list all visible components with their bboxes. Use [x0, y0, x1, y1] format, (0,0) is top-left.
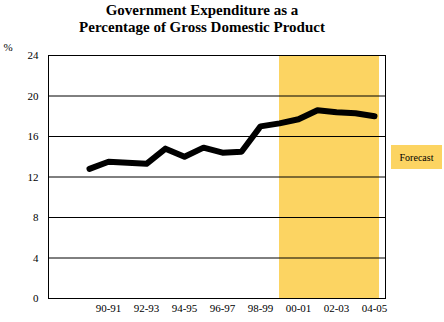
- svg-text:94-95: 94-95: [172, 302, 198, 314]
- html-text:Forecast: Forecast: [399, 151, 434, 163]
- svg-text:0: 0: [33, 292, 39, 304]
- svg-text:02-03: 02-03: [324, 302, 350, 314]
- svg-text:20: 20: [28, 90, 40, 102]
- svg-text:16: 16: [28, 130, 40, 142]
- svg-text:04-05: 04-05: [362, 302, 388, 314]
- svg-text:%: %: [4, 41, 13, 53]
- svg-text:92-93: 92-93: [134, 302, 160, 314]
- svg-text:96-97: 96-97: [210, 302, 236, 314]
- svg-text:24: 24: [28, 49, 40, 61]
- html-text:Government Expenditure as a Pe: Government Expenditure as a Percentage o…: [79, 2, 325, 35]
- svg-text:98-99: 98-99: [248, 302, 274, 314]
- svg-text:00-01: 00-01: [286, 302, 312, 314]
- svg-text:90-91: 90-91: [96, 302, 122, 314]
- svg-text:4: 4: [33, 252, 39, 264]
- svg-text:8: 8: [33, 211, 39, 223]
- svg-text:12: 12: [28, 171, 39, 183]
